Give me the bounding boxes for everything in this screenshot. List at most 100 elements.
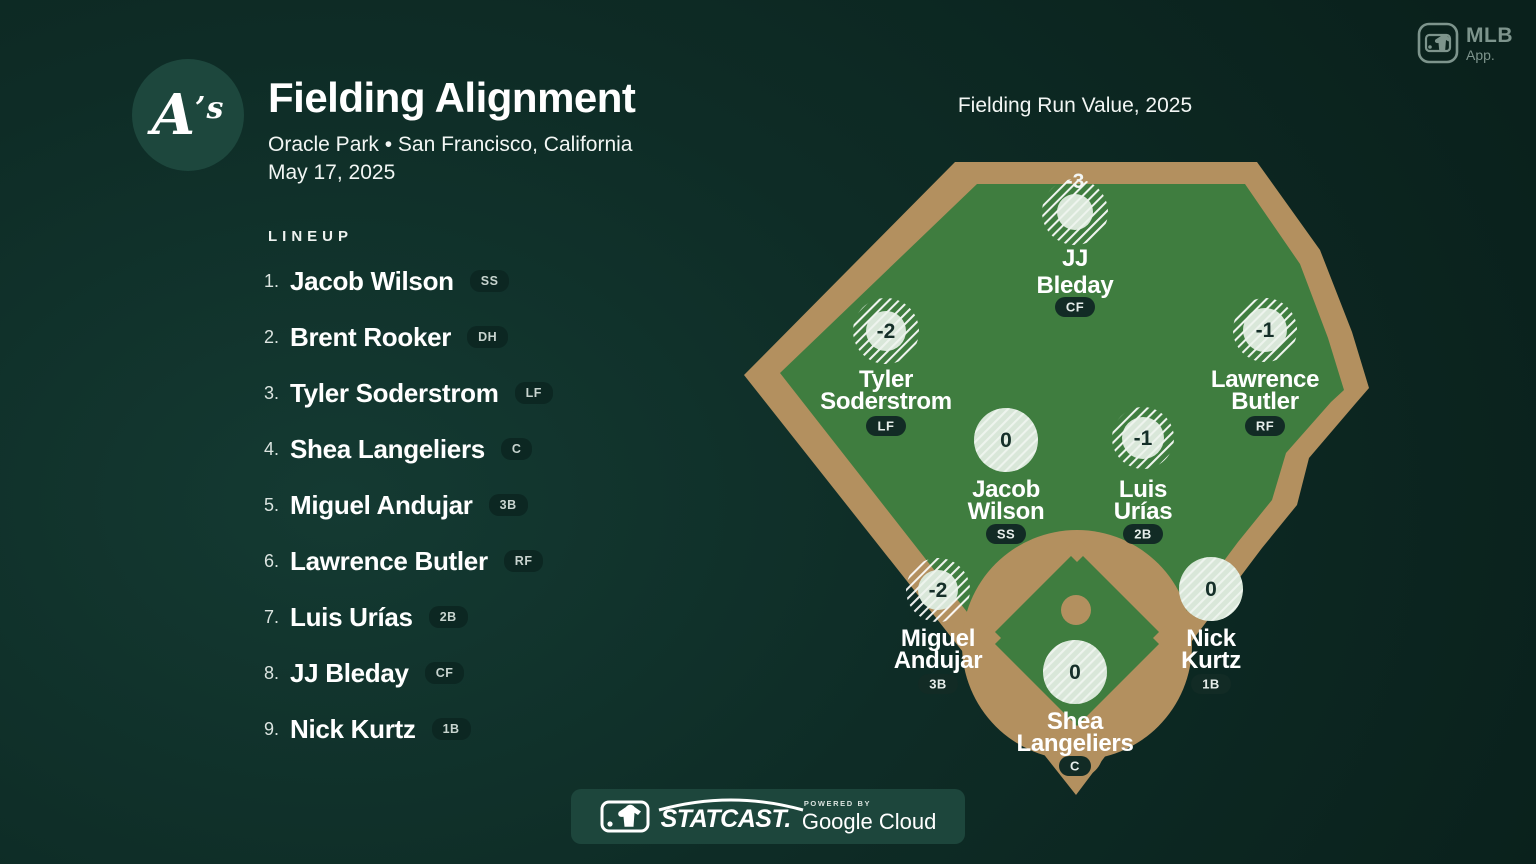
lineup-row-3: 3. Tyler Soderstrom LF	[264, 365, 553, 421]
position-badge	[1191, 674, 1231, 694]
position-label: 2B	[1134, 527, 1152, 542]
run-value: -1	[1134, 427, 1153, 450]
field-player-3b: -2 Miguel Andujar 3B	[894, 558, 983, 694]
mlb-app-icon	[1417, 22, 1459, 64]
run-value: -2	[929, 579, 948, 602]
position-badge: 1B	[431, 718, 471, 740]
field-player-ss: 0 Jacob Wilson SS	[968, 408, 1045, 544]
field-player-lf: -2 Tyler Soderstrom LF	[820, 298, 952, 436]
run-value: 0	[1069, 661, 1081, 684]
player-name-line2: Soderstrom	[820, 388, 952, 415]
mlb-app-text: MLB App.	[1466, 25, 1513, 62]
player-name: Luis Urías	[290, 601, 413, 632]
run-value: 0	[1205, 578, 1217, 601]
player-name-line2: Langeliers	[1016, 730, 1133, 757]
mlb-app-badge: MLB App.	[1417, 22, 1513, 64]
player-name: Tyler Soderstrom	[290, 377, 499, 408]
position-badge	[918, 674, 958, 694]
lineup-row-5: 5. Miguel Andujar 3B	[264, 477, 553, 533]
run-value-marker-hatch	[918, 570, 958, 610]
player-name-line1: Shea	[1047, 708, 1104, 735]
position-badge	[986, 524, 1026, 544]
player-name-line1: Jacob	[972, 476, 1040, 503]
second-base	[1065, 538, 1089, 562]
google-cloud-block: POWERED BY Google Cloud	[802, 800, 937, 833]
player-name: Lawrence Butler	[290, 545, 488, 576]
batting-order: 6.	[264, 550, 280, 571]
run-value: 0	[1000, 429, 1012, 452]
powered-by-label: POWERED BY	[803, 799, 872, 809]
position-badge: CF	[424, 662, 465, 684]
batting-order: 1.	[264, 270, 280, 291]
position-badge	[1059, 756, 1091, 776]
run-value-marker-hatch	[974, 408, 1038, 472]
lineup-row-6: 6. Lawrence Butler RF	[264, 533, 553, 589]
field-diagram: -3 JJ Bleday CF -2 Tyler Soderstrom LF -…	[744, 162, 1369, 795]
field-grass	[780, 184, 1344, 755]
lineup-row-2: 2. Brent Rooker DH	[264, 309, 553, 365]
mlb-app-line1: MLB	[1466, 23, 1513, 47]
player-name-line1: Luis	[1119, 476, 1167, 503]
field-player-rf: -1 Lawrence Butler RF	[1211, 298, 1319, 436]
batting-order: 7.	[264, 606, 280, 627]
player-name-line2: Urías	[1114, 498, 1173, 525]
third-base	[977, 626, 1001, 650]
position-badge	[1055, 297, 1095, 317]
position-label: SS	[997, 527, 1015, 542]
batting-order: 4.	[264, 438, 280, 459]
field-player-2b: -1 Luis Urías 2B	[1112, 407, 1174, 544]
statcast-footer-bar: STATCAST. POWERED BY Google Cloud	[571, 789, 965, 844]
venue-line: Oracle Park • San Francisco, California	[268, 133, 633, 156]
position-badge: C	[500, 438, 533, 460]
date-line: May 17, 2025	[268, 161, 396, 184]
infield-grass-diamond	[989, 550, 1165, 726]
position-badge	[866, 416, 906, 436]
lineup-row-8: 8. JJ Bleday CF	[264, 645, 553, 701]
run-value-marker-hatch	[1243, 308, 1287, 352]
position-label: 3B	[929, 677, 947, 692]
player-name: Shea Langeliers	[290, 433, 485, 464]
subtitle-block: Oracle Park • San Francisco, California …	[268, 131, 633, 187]
player-name-line1: Lawrence	[1211, 366, 1319, 393]
first-base	[1153, 626, 1177, 650]
lineup-row-1: 1. Jacob Wilson SS	[264, 253, 553, 309]
lineup-heading: LINEUP	[268, 228, 354, 245]
player-name-line2: Bleday	[1037, 272, 1115, 299]
run-value-marker-hatch	[866, 311, 906, 351]
pitcher-mound	[1061, 595, 1091, 625]
batting-order: 3.	[264, 382, 280, 403]
player-name: Jacob Wilson	[290, 265, 454, 296]
athletics-logo: A’s	[132, 59, 244, 171]
batting-order: 8.	[264, 662, 280, 683]
run-value: -2	[877, 320, 896, 343]
position-label: 1B	[1202, 677, 1220, 692]
statcast-arc	[658, 798, 804, 812]
run-value-marker-hatch	[1043, 640, 1107, 704]
field-player-cf: -3 JJ Bleday CF	[1037, 170, 1115, 317]
logo-letter-s: ’s	[195, 91, 225, 126]
mlb-app-line2: App.	[1466, 46, 1495, 63]
athletics-logo-monogram: A’s	[152, 87, 225, 143]
position-badge: 2B	[428, 606, 468, 628]
run-value: -3	[1066, 170, 1085, 193]
position-label: LF	[878, 419, 895, 434]
run-value-marker-hatch	[1057, 194, 1093, 230]
lineup-list: 1. Jacob Wilson SS 2. Brent Rooker DH 3. Tyle…	[264, 253, 553, 757]
position-label: C	[1070, 759, 1080, 774]
player-name-line2: Kurtz	[1181, 647, 1241, 674]
lineup-row-4: 4. Shea Langeliers C	[264, 421, 553, 477]
position-badge	[1123, 524, 1163, 544]
player-name: Nick Kurtz	[290, 713, 416, 744]
position-badge: SS	[469, 270, 510, 292]
position-badge: DH	[467, 326, 509, 348]
position-badge	[1245, 416, 1285, 436]
statcast-wordmark: STATCAST.	[658, 798, 804, 834]
field-chart-title: Fielding Run Value, 2025	[957, 94, 1193, 117]
player-name: Brent Rooker	[290, 321, 452, 352]
batting-order: 9.	[264, 718, 280, 739]
player-name: JJ Bleday	[290, 657, 409, 688]
player-name-line2: Andujar	[894, 647, 983, 674]
lineup-row-9: 9. Nick Kurtz 1B	[264, 701, 553, 757]
position-badge: LF	[514, 382, 553, 404]
page-title: Fielding Alignment	[268, 74, 636, 121]
